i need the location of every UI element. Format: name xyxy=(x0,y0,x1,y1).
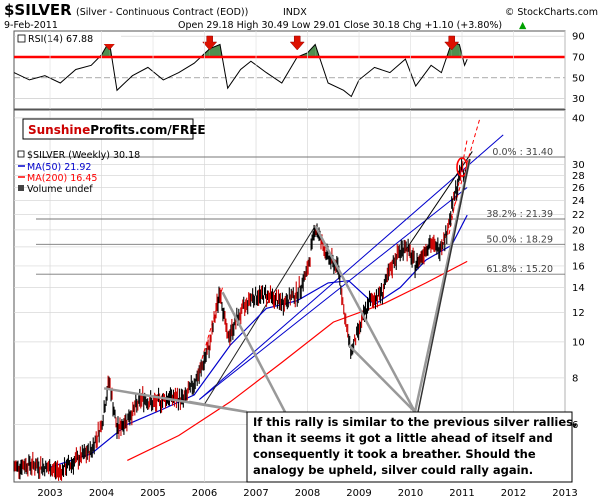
y-tick-label: 26 xyxy=(572,183,585,194)
quote-up-arrow-icon: ▲ xyxy=(519,20,527,31)
price-legend-icon xyxy=(17,150,25,158)
annotation-line-3: consequently it took a breather. Should … xyxy=(253,447,536,461)
x-tick-label: 2004 xyxy=(89,488,114,499)
down-arrow-icon xyxy=(202,35,218,51)
quote-line: Open 29.18 High 30.49 Low 29.01 Close 30… xyxy=(178,20,502,31)
copyright: © StockCharts.com xyxy=(505,7,598,18)
y-tick-label: 8 xyxy=(572,373,578,384)
brand-part1: Sunshine xyxy=(28,123,90,137)
x-tick-label: 2007 xyxy=(243,488,268,499)
x-tick-label: 2008 xyxy=(295,488,320,499)
legend-ma200: MA(200) 16.45 xyxy=(27,173,97,184)
rsi-label-bg xyxy=(16,33,121,44)
y-tick-label: 40 xyxy=(572,113,585,124)
rsi-fill-segment xyxy=(209,44,220,57)
y-tick-label: 28 xyxy=(572,171,585,182)
y-tick-label: 30 xyxy=(572,160,585,171)
pointer-2011-dark xyxy=(417,158,471,413)
legend-price: $SILVER (Weekly) 30.18 xyxy=(27,150,140,161)
down-arrow-icon xyxy=(444,35,460,51)
blue-trend-line-lower xyxy=(199,187,468,400)
red-dashed-line-b xyxy=(448,139,468,235)
annotation-box xyxy=(246,411,573,483)
price-grid xyxy=(14,31,566,482)
y-tick-label: 22 xyxy=(572,210,585,221)
legend-volume: Volume undef xyxy=(27,184,93,195)
pointer-2006 xyxy=(221,291,287,413)
rsi-level-label: 30 xyxy=(572,94,585,105)
annotation-line-2: than it seems it got a little ahead of i… xyxy=(253,431,553,445)
chart-exchange: INDX xyxy=(283,7,307,18)
fib-label: 38.2% : 21.39 xyxy=(486,209,553,220)
brand-part2: Profits.com/FREE xyxy=(90,123,205,137)
rsi-line xyxy=(13,39,468,98)
x-tick-label: 2003 xyxy=(37,488,62,499)
down-arrow-icon xyxy=(289,35,305,51)
volume-legend-icon xyxy=(18,185,24,191)
y-tick-label: 16 xyxy=(572,261,585,272)
y-tick-label: 14 xyxy=(572,283,585,294)
x-tick-label: 2010 xyxy=(398,488,423,499)
y-tick-label: 6 xyxy=(572,420,578,431)
legend-ma50: MA(50) 21.92 xyxy=(27,162,91,173)
fib-label: 0.0% : 31.40 xyxy=(492,147,553,158)
rsi-level-label: 50 xyxy=(572,73,585,84)
legend: $SILVER (Weekly) 30.18 MA(50) 21.92 MA(2… xyxy=(17,150,140,195)
y-tick-label: 20 xyxy=(572,225,585,236)
rsi-label: RSI(14) 67.88 xyxy=(28,34,93,45)
chart-description: (Silver - Continuous Contract (EOD)) xyxy=(76,7,248,18)
rsi-level-label: 70 xyxy=(572,53,585,64)
chart-date: 9-Feb-2011 xyxy=(4,20,58,31)
annotation-line-4: analogy be upheld, silver could rally ag… xyxy=(253,463,533,477)
y-tick-label: 12 xyxy=(572,308,585,319)
chart-symbol: $SILVER xyxy=(4,1,72,19)
x-tick-label: 2005 xyxy=(140,488,165,499)
brand-text: SunshineProfits.com/FREE xyxy=(28,123,206,137)
price-bars xyxy=(13,157,468,481)
x-tick-label: 2012 xyxy=(501,488,526,499)
y-tick-label: 24 xyxy=(572,196,585,207)
fib-label: 50.0% : 18.29 xyxy=(486,234,553,245)
rsi-level-label: 90 xyxy=(572,32,585,43)
rsi-fill-segment xyxy=(307,44,316,57)
y-tick-label: 10 xyxy=(572,337,585,348)
x-tick-label: 2011 xyxy=(449,488,474,499)
x-tick-label: 2006 xyxy=(192,488,217,499)
annotation-line-1: If this rally is similar to the previous… xyxy=(253,415,577,429)
rsi-level-labels: 90 70 50 30 xyxy=(572,32,585,105)
x-tick-label: 2009 xyxy=(346,488,371,499)
y-tick-label: 18 xyxy=(572,242,585,253)
x-tick-label: 2013 xyxy=(552,488,577,499)
brand-box xyxy=(22,118,194,140)
blue-trend-line-upper xyxy=(199,134,504,400)
fib-label: 61.8% : 15.20 xyxy=(486,264,553,275)
x-axis-labels: 2003 2004 2005 2006 2007 2008 2009 2010 2011 2012… xyxy=(37,488,577,499)
ma200-line xyxy=(127,260,468,461)
rsi-box-icon xyxy=(17,34,26,43)
fibonacci-lines: 0.0% : 31.40 38.2% : 21.39 50.0% : 18.29 61… xyxy=(36,147,565,275)
